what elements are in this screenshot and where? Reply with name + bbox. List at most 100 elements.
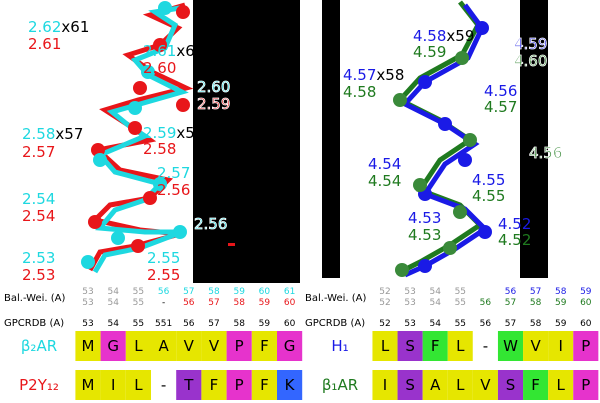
residue-cell [277,370,303,400]
residue-label: 2.55 [147,249,180,267]
gpcrdb-number: 52 [379,319,390,329]
residue-cell [422,370,448,400]
balwei-number: 54 [107,287,119,297]
label-part: 2.53 [22,249,55,267]
label-part: 4.59 [514,35,547,53]
gpcrdb-number: 55 [455,319,466,329]
balwei-number: 56 [158,287,170,297]
residue-cell [372,370,398,400]
residue-label: 2.58x57 [22,125,83,143]
residue: L [381,337,390,355]
label-part: 4.56 [484,82,517,100]
sequence-name: H₁ [331,337,348,355]
residue-cell [277,331,303,361]
gpcrdb-number: 53 [404,319,415,329]
gpcrdb-number: 54 [107,319,119,329]
balwei-number: 58 [555,287,567,297]
residue-cell [447,370,473,400]
row-label: Bal.-Wei. (A) [305,293,366,304]
residue-cell [497,370,524,400]
label-part: 2.59 [143,124,176,142]
row-label: GPCRDB (A) [4,318,64,329]
gpcrdb-number: 59 [259,319,271,329]
residue-label: 4.55 [472,187,505,205]
residue-cell [447,331,473,361]
residue-cell [201,331,227,361]
residue: K [285,376,296,394]
label-part: 2.56 [194,215,227,233]
residue-label: 4.56 [529,144,562,162]
right-helix [393,0,492,278]
residue-cell [422,331,448,361]
residue: P [581,376,590,394]
balwei-number: 59 [259,298,271,308]
residue-cell [397,331,423,361]
residue-cell [151,370,177,400]
balwei-number: 59 [580,287,592,297]
residue-label: 2.60 [197,78,230,96]
residue: P [581,337,590,355]
balwei-number: 56 [505,287,517,297]
residue-cell [176,331,202,361]
residue-label: 2.56 [157,181,190,199]
balwei-number: 52 [379,287,390,297]
residue-cell [523,331,549,361]
residue-label: 4.54 [368,155,401,173]
label-part: 4.54 [368,172,401,190]
label-part: 4.52 [498,215,531,233]
balwei-number: 54 [107,298,119,308]
residue-label: 2.54 [22,207,55,225]
residue-label: 2.59x5 [143,124,195,142]
label-part: 2.58 [22,125,55,143]
residue-cell [472,331,498,361]
residue-cell [75,331,101,361]
balwei-number: 54 [429,287,441,297]
residue: G [107,337,119,355]
label-part: 4.59 [413,43,446,61]
row-label: Bal.-Wei. (A) [4,293,65,304]
residue-cell [226,370,252,400]
label-part: 2.57 [157,164,190,182]
gpcrdb-number: 58 [530,319,542,329]
residue: F [260,376,269,394]
balwei-number: 55 [455,298,466,308]
residue-label: 4.59 [413,43,446,61]
residue-label: 2.61x6 [143,42,195,60]
residue-cell [251,331,277,361]
residue: L [456,337,465,355]
residue-label: 4.60 [514,52,547,70]
residue-cell [75,370,101,400]
residue-cell [201,370,227,400]
residue-label: 4.54 [368,172,401,190]
residue: F [431,337,440,355]
gpcrdb-number: 59 [555,319,567,329]
balwei-number: 58 [233,298,245,308]
gpcrdb-number: 57 [505,319,516,329]
residue: F [210,376,219,394]
backbone [395,0,484,275]
label-part: 4.53 [408,226,441,244]
residue-label: 2.58 [143,140,176,158]
residue: - [161,376,166,394]
residue: V [209,337,220,355]
label-part: 4.54 [368,155,401,173]
residue: P [235,376,244,394]
dark-panel [193,0,300,283]
balwei-number: 52 [379,298,390,308]
balwei-number: 55 [133,287,144,297]
residue-label: 2.62x61 [28,18,89,36]
label-part: 4.55 [472,187,505,205]
label-part: 4.55 [472,171,505,189]
residue: T [183,376,194,394]
residue: I [558,337,562,355]
residue-label: 2.54 [22,190,55,208]
residue-label: 4.58x59 [413,27,474,45]
label-part: 4.56 [529,144,562,162]
row-label: GPCRDB (A) [305,318,365,329]
gpcrdb-number: 53 [82,319,93,329]
residue: G [284,337,296,355]
residue-label: 4.52 [498,231,531,249]
residue-label: 4.53 [408,226,441,244]
